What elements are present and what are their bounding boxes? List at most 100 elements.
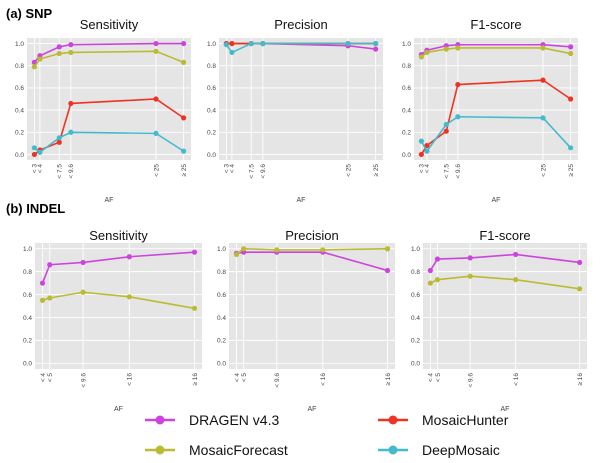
y-tick-label: 1.0	[411, 246, 420, 253]
x-tick-label: < 9.6	[80, 373, 87, 388]
y-tick-label: 0.4	[23, 315, 32, 322]
x-axis-label: AF	[114, 406, 123, 413]
x-tick-label: < 3	[32, 164, 39, 174]
chart-title: F1-score	[479, 228, 530, 243]
series-deepmosaic	[223, 40, 379, 56]
legend-marker	[155, 415, 165, 425]
plot-background	[423, 243, 587, 369]
y-tick-label: 0.2	[217, 338, 226, 345]
data-point	[443, 128, 449, 134]
data-point	[418, 151, 424, 158]
y-tick-label: 0.8	[207, 63, 216, 70]
data-point	[373, 46, 379, 52]
y-tick-label: 0.0	[23, 361, 32, 368]
plot-background	[27, 38, 191, 160]
x-tick-label: < 3	[419, 164, 426, 174]
x-tick-label: < 4	[424, 164, 431, 174]
data-point	[241, 246, 247, 252]
series-dragen-v4-3	[427, 251, 583, 274]
plot-background	[229, 243, 395, 369]
data-point	[260, 40, 266, 47]
data-point	[153, 130, 159, 136]
chart-title: Sensitivity	[80, 17, 139, 32]
data-point	[37, 149, 43, 155]
y-tick-label: 0.8	[411, 269, 420, 276]
y-tick-label: 0.4	[15, 107, 24, 114]
data-point	[56, 139, 62, 145]
chart-panel-1: Precision 0.0 0.2 0.4 0.6 0.8 1.0 < 3< 4 < 7.5 < …	[207, 17, 383, 204]
data-point	[455, 81, 461, 88]
x-tick-label: < 5	[435, 373, 442, 383]
x-tick-label: < 25	[153, 164, 160, 177]
data-point	[320, 247, 326, 253]
data-point	[80, 289, 86, 295]
y-tick-label: 1.0	[207, 41, 216, 48]
chart-title: Sensitivity	[89, 228, 148, 243]
data-point	[513, 277, 519, 283]
y-tick-label: 0.8	[23, 269, 32, 276]
data-point	[126, 294, 132, 300]
data-point	[181, 115, 187, 121]
x-tick-label: < 7.5	[444, 164, 451, 179]
data-point	[427, 280, 433, 286]
data-point	[345, 40, 351, 47]
series-mosaicforecast	[31, 48, 187, 70]
data-point	[418, 138, 424, 144]
legend-marker	[155, 445, 165, 455]
series-mosaicforecast	[427, 273, 583, 292]
y-tick-label: 0.4	[411, 315, 420, 322]
x-tick-label: ≥ 25	[181, 164, 188, 177]
x-tick-label: < 4	[37, 164, 44, 174]
legend-entry: MosaicForecast	[145, 442, 288, 458]
chart-panel-2: F1-score 0.0 0.2 0.4 0.6 0.8 1.0 < 3< 4 < 7.5 < 9…	[402, 17, 578, 204]
x-tick-label: < 9.6	[467, 373, 474, 388]
x-tick-label: < 4	[40, 373, 47, 383]
data-point	[568, 96, 574, 102]
data-point	[443, 46, 449, 52]
x-tick-label: ≥ 25	[568, 164, 575, 177]
data-point	[424, 49, 430, 56]
data-point	[568, 50, 574, 57]
x-tick-label: < 16	[320, 373, 327, 386]
x-tick-label: < 7.5	[57, 164, 64, 179]
data-point	[540, 45, 546, 51]
chart-panel-5: F1-score 0.0 0.2 0.4 0.6 0.8 1.0 < 4 < 5 < 9.6 < 1…	[411, 228, 587, 413]
y-tick-label: 0.2	[402, 130, 411, 137]
legend-marker	[388, 445, 398, 455]
data-point	[274, 247, 280, 253]
data-point	[455, 45, 461, 51]
x-tick-label: ≥ 25	[373, 164, 380, 177]
chart-panel-0: Sensitivity 0.0 0.2 0.4 0.6 0.8 1.0 < 3< 4 < 7.5…	[15, 17, 191, 204]
x-tick-label: < 5	[241, 373, 248, 383]
x-tick-label: < 9.6	[274, 373, 281, 388]
data-point	[540, 115, 546, 121]
section-label-snp: (a) SNP	[6, 6, 53, 21]
legend-label: MosaicHunter	[422, 412, 509, 428]
data-point	[56, 135, 62, 141]
series-deepmosaic	[418, 114, 574, 154]
x-tick-label: < 9.6	[260, 164, 267, 179]
y-tick-label: 0.6	[23, 292, 32, 299]
data-point	[126, 254, 132, 260]
y-tick-label: 0.2	[23, 338, 32, 345]
data-point	[424, 142, 430, 149]
y-tick-label: 0.6	[207, 85, 216, 92]
section-label-indel: (b) INDEL	[6, 201, 65, 216]
x-tick-label: < 4	[229, 164, 236, 174]
legend-label: DeepMosaic	[422, 442, 500, 458]
y-tick-label: 0.0	[402, 152, 411, 159]
x-axis-label: AF	[492, 197, 501, 204]
y-tick-label: 0.4	[402, 107, 411, 114]
x-tick-label: < 16	[513, 373, 520, 386]
y-tick-label: 0.6	[217, 292, 226, 299]
legend: DRAGEN v4.3 MosaicHunter MosaicForecast Dee…	[145, 412, 509, 458]
x-axis-label: AF	[501, 406, 510, 413]
y-tick-label: 1.0	[402, 41, 411, 48]
x-tick-label: ≥ 16	[385, 373, 392, 386]
data-point	[56, 50, 62, 57]
y-tick-label: 0.8	[217, 269, 226, 276]
series-mosaicforecast	[233, 246, 391, 258]
x-tick-label: ≥ 16	[192, 373, 199, 386]
